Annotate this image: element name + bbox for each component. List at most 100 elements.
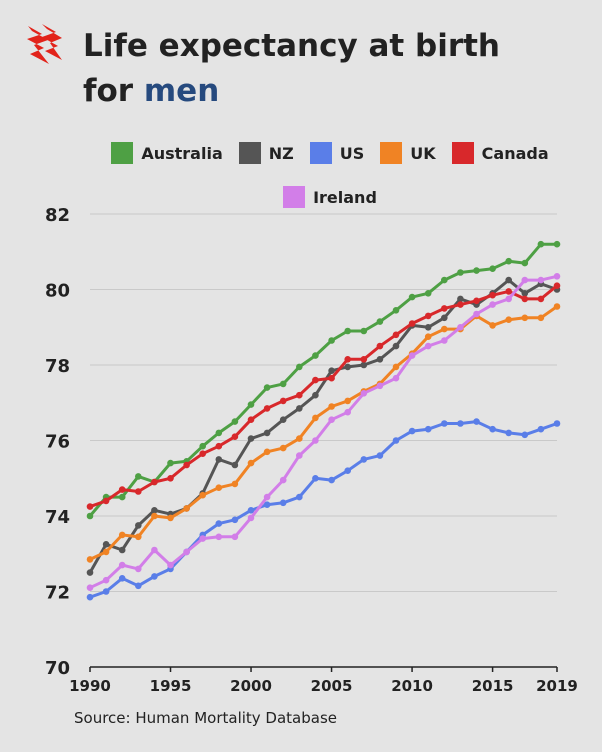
data-point-australia xyxy=(231,418,239,425)
data-point-nz xyxy=(279,416,287,424)
x-tick-label: 2010 xyxy=(391,677,433,695)
data-point-australia xyxy=(505,257,512,265)
legend-label-canada: Canada xyxy=(481,143,549,163)
data-point-ireland xyxy=(441,337,448,344)
data-point-australia xyxy=(118,493,126,501)
data-point-us xyxy=(424,425,432,433)
data-point-us xyxy=(505,429,512,437)
data-point-ireland xyxy=(505,295,512,303)
data-point-ireland xyxy=(231,533,239,541)
data-point-us xyxy=(135,582,142,590)
data-point-uk xyxy=(424,333,432,341)
data-point-uk xyxy=(296,435,303,442)
data-point-ireland xyxy=(151,546,158,554)
data-point-ireland xyxy=(473,310,480,318)
data-point-australia xyxy=(279,380,287,388)
data-point-ireland xyxy=(537,276,545,284)
data-point-us xyxy=(344,467,352,475)
data-point-nz xyxy=(424,324,432,331)
data-point-australia xyxy=(167,459,174,467)
data-point-australia xyxy=(199,442,206,450)
x-tick-label: 2019 xyxy=(536,677,578,695)
data-point-us xyxy=(102,588,110,595)
series-us xyxy=(86,418,561,601)
data-point-uk xyxy=(489,322,496,329)
data-point-australia xyxy=(473,267,480,274)
data-point-uk xyxy=(183,505,190,512)
data-point-us xyxy=(296,493,303,501)
data-point-us xyxy=(457,420,464,427)
data-point-ireland xyxy=(118,561,126,569)
y-tick-label: 74 xyxy=(45,507,70,528)
data-point-australia xyxy=(489,265,496,273)
data-point-ireland xyxy=(183,548,190,556)
data-point-australia xyxy=(392,307,400,314)
title-accent: men xyxy=(143,73,220,109)
data-point-uk xyxy=(312,414,319,422)
data-point-nz xyxy=(521,290,529,297)
data-point-uk xyxy=(263,448,271,456)
y-tick-label: 76 xyxy=(45,432,70,453)
data-point-ireland xyxy=(553,273,561,280)
data-point-ireland xyxy=(199,535,206,542)
data-point-canada xyxy=(215,442,223,450)
data-point-uk xyxy=(151,512,158,520)
data-point-ireland xyxy=(312,437,319,444)
x-tick-label: 2015 xyxy=(472,677,514,695)
data-point-uk xyxy=(135,533,142,541)
data-point-australia xyxy=(263,384,271,391)
data-point-australia xyxy=(360,327,368,335)
data-point-us xyxy=(521,431,529,439)
data-point-australia xyxy=(537,240,545,248)
data-point-uk xyxy=(247,459,255,467)
data-point-uk xyxy=(102,548,110,556)
data-point-canada xyxy=(135,488,142,495)
data-point-ireland xyxy=(135,565,142,573)
data-point-uk xyxy=(167,514,174,522)
legend-item-australia: Australia xyxy=(111,142,223,164)
data-point-nz xyxy=(328,367,335,375)
data-point-canada xyxy=(231,433,239,441)
data-point-ireland xyxy=(279,476,287,484)
data-point-ireland xyxy=(408,352,416,359)
data-point-canada xyxy=(183,461,190,469)
data-point-canada xyxy=(118,486,126,493)
legend-item-canada: Canada xyxy=(451,142,549,164)
data-point-nz xyxy=(457,295,464,303)
data-point-canada xyxy=(505,288,512,295)
data-point-ireland xyxy=(296,452,303,459)
legend-swatch-nz xyxy=(238,142,261,164)
series-australia xyxy=(86,240,561,520)
data-point-uk xyxy=(537,314,545,322)
data-point-uk xyxy=(231,480,239,488)
legend-label-uk: UK xyxy=(410,143,436,163)
x-tick-label: 2000 xyxy=(230,677,272,695)
data-point-canada xyxy=(521,295,529,303)
data-point-uk xyxy=(328,403,335,410)
data-point-ireland xyxy=(86,584,94,591)
data-point-us xyxy=(247,507,255,514)
data-point-us xyxy=(392,437,400,444)
data-point-uk xyxy=(279,444,287,452)
data-point-australia xyxy=(553,240,561,248)
data-point-australia xyxy=(135,473,142,480)
data-point-uk xyxy=(392,363,400,371)
x-tick-label: 1995 xyxy=(150,677,192,695)
data-point-canada xyxy=(247,416,255,424)
data-point-canada xyxy=(473,297,480,305)
data-point-nz xyxy=(441,314,448,322)
series-ireland xyxy=(86,273,561,591)
data-point-uk xyxy=(553,303,561,310)
data-point-ireland xyxy=(344,408,352,416)
data-point-australia xyxy=(296,363,303,371)
source-note: Source: Human Mortality Database xyxy=(74,709,337,727)
legend-swatch-ireland xyxy=(283,186,306,208)
series-uk xyxy=(86,303,561,563)
data-point-canada xyxy=(408,320,416,327)
data-point-nz xyxy=(505,276,512,284)
legend-swatch-australia xyxy=(111,142,134,164)
data-point-ireland xyxy=(424,342,432,350)
data-point-ireland xyxy=(489,301,496,308)
data-point-canada xyxy=(312,376,319,384)
data-point-nz xyxy=(118,546,126,554)
